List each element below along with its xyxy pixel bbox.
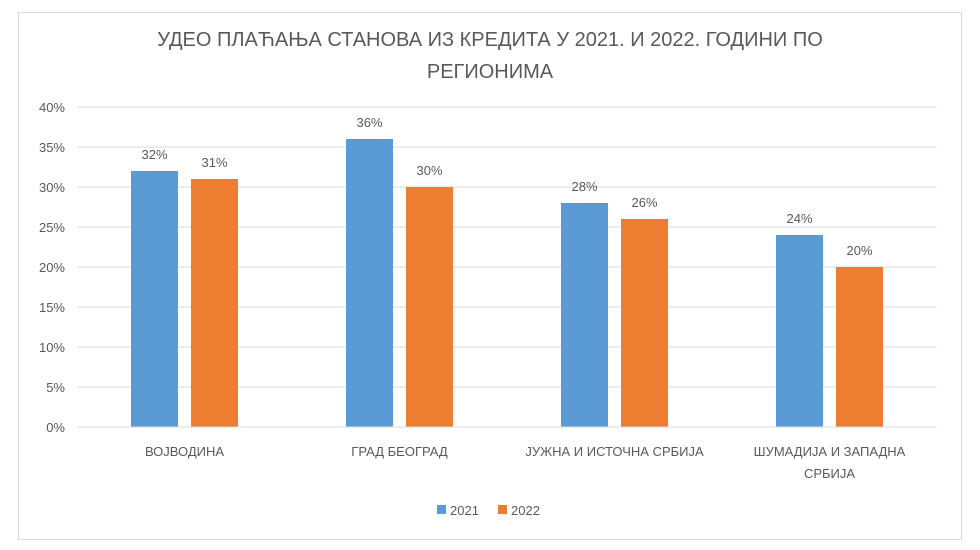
data-label: 36%	[356, 115, 382, 130]
y-tick-label: 10%	[39, 340, 65, 355]
bar-2021	[776, 235, 823, 427]
x-tick-label: ШУМАДИЈА И ЗАПАДНА	[754, 444, 906, 459]
bar-2022	[406, 187, 453, 427]
bar-2021	[346, 139, 393, 427]
data-label: 31%	[201, 155, 227, 170]
bar-2022	[621, 219, 668, 427]
y-tick-label: 5%	[46, 380, 65, 395]
y-tick-label: 30%	[39, 180, 65, 195]
y-tick-label: 20%	[39, 260, 65, 275]
legend-label: 2021	[450, 503, 479, 518]
x-tick-label: ГРАД БЕОГРАД	[351, 444, 448, 459]
data-label: 24%	[786, 211, 812, 226]
data-label: 28%	[571, 179, 597, 194]
bar-2021	[561, 203, 608, 427]
chart-title: УДЕО ПЛАЋАЊА СТАНОВА ИЗ КРЕДИТА У 2021. …	[157, 29, 823, 83]
y-tick-label: 35%	[39, 140, 65, 155]
y-tick-label: 25%	[39, 220, 65, 235]
bar-2022	[191, 179, 238, 427]
data-label: 30%	[416, 163, 442, 178]
data-label: 32%	[141, 147, 167, 162]
y-tick-label: 0%	[46, 420, 65, 435]
legend-swatch-2021	[437, 505, 446, 514]
y-tick-label: 15%	[39, 300, 65, 315]
legend-label: 2022	[511, 503, 540, 518]
x-tick-label: СРБИЈА	[804, 466, 855, 481]
data-label: 26%	[631, 195, 657, 210]
legend-swatch-2022	[498, 505, 507, 514]
bar-2022	[836, 267, 883, 427]
y-tick-label: 40%	[39, 100, 65, 115]
bar-2021	[131, 171, 178, 427]
x-tick-label: ВОЈВОДИНА	[145, 444, 224, 459]
x-tick-label: ЈУЖНА И ИСТОЧНА СРБИЈА	[525, 444, 704, 459]
chart-frame	[18, 12, 962, 540]
data-label: 20%	[846, 243, 872, 258]
